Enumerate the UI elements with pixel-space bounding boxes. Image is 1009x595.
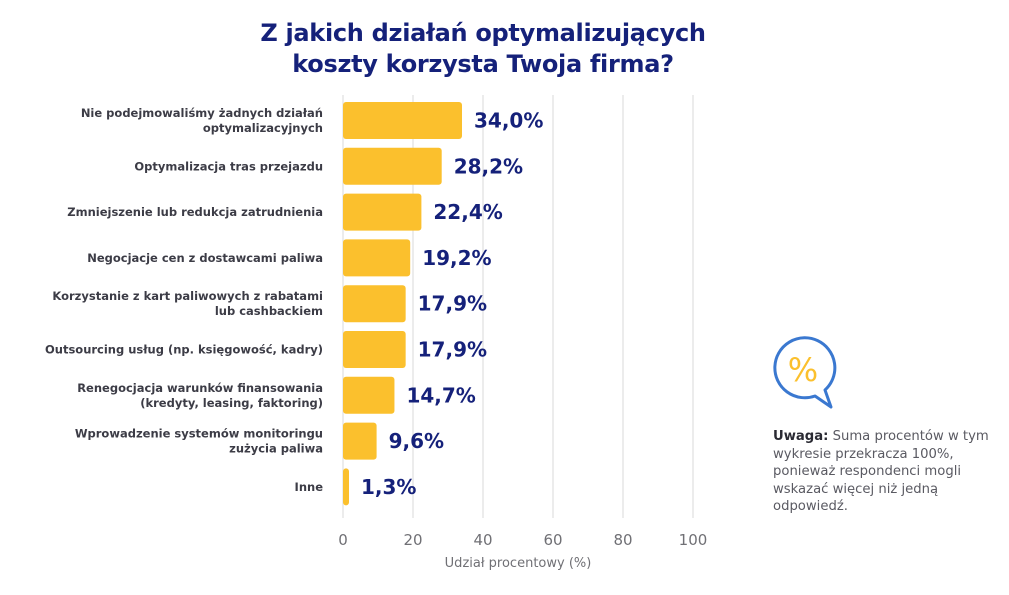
bar — [343, 331, 406, 368]
value-label: 28,2% — [454, 154, 523, 178]
value-label: 19,2% — [422, 246, 491, 270]
bar — [343, 102, 462, 139]
chart-title: Z jakich działań optymalizujących koszty… — [0, 18, 966, 80]
category-label: Zmniejszenie lub redukcja zatrudnienia — [67, 205, 323, 219]
value-label: 1,3% — [361, 475, 416, 499]
category-label: optymalizacyjnych — [203, 121, 323, 135]
category-label: Outsourcing usług (np. księgowość, kadry… — [45, 343, 323, 357]
speech-bubble-outline — [773, 336, 837, 409]
x-tick-label: 100 — [679, 531, 708, 549]
x-tick-label: 60 — [543, 531, 562, 549]
bar — [343, 193, 422, 231]
note-box: Uwaga: Suma procentów w tym wykresie prz… — [773, 428, 1003, 516]
bar — [343, 376, 395, 414]
percent-speech-bubble-icon: % — [770, 335, 850, 420]
percent-symbol: % — [788, 351, 818, 389]
category-label: Negocjacje cen z dostawcami paliwa — [87, 251, 323, 265]
value-label: 17,9% — [418, 292, 487, 316]
chart-title-line-1: Z jakich działań optymalizujących — [260, 19, 706, 47]
category-label: lub cashbackiem — [215, 304, 323, 318]
note-label: Uwaga: — [773, 429, 829, 444]
bar — [343, 147, 442, 185]
category-label: Inne — [295, 480, 324, 494]
x-tick-label: 40 — [473, 531, 492, 549]
x-tick-label: 20 — [403, 531, 422, 549]
bar — [343, 468, 349, 506]
category-label: (kredyty, leasing, faktoring) — [140, 396, 323, 410]
category-label: Wprowadzenie systemów monitoringu — [75, 427, 323, 441]
bar — [343, 285, 406, 323]
category-label: Renegocjacja warunków finansowania — [77, 381, 323, 395]
note-text: Suma procentów w tym wykresie przekracza… — [773, 429, 989, 514]
value-label: 34,0% — [474, 109, 543, 133]
category-label: Korzystanie z kart paliwowych z rabatami — [52, 289, 323, 303]
x-tick-label: 80 — [613, 531, 632, 549]
value-label: 17,9% — [418, 338, 487, 362]
category-label: Optymalizacja tras przejazdu — [134, 159, 323, 173]
category-label: Nie podejmowaliśmy żadnych działań — [81, 106, 323, 120]
value-label: 22,4% — [433, 200, 502, 224]
category-label: zużycia paliwa — [229, 442, 323, 456]
value-label: 14,7% — [406, 383, 475, 407]
x-axis-label: Udział procentowy (%) — [445, 556, 592, 571]
bar — [343, 239, 411, 277]
bar-chart: 0 20 40 60 80 100 Udział procentowy (%) 34,0% Ni… — [45, 95, 708, 571]
bar — [343, 422, 377, 460]
x-tick-label: 0 — [338, 531, 348, 549]
chart-title-line-2: koszty korzysta Twoja firma? — [292, 50, 674, 78]
value-label: 9,6% — [389, 429, 444, 453]
